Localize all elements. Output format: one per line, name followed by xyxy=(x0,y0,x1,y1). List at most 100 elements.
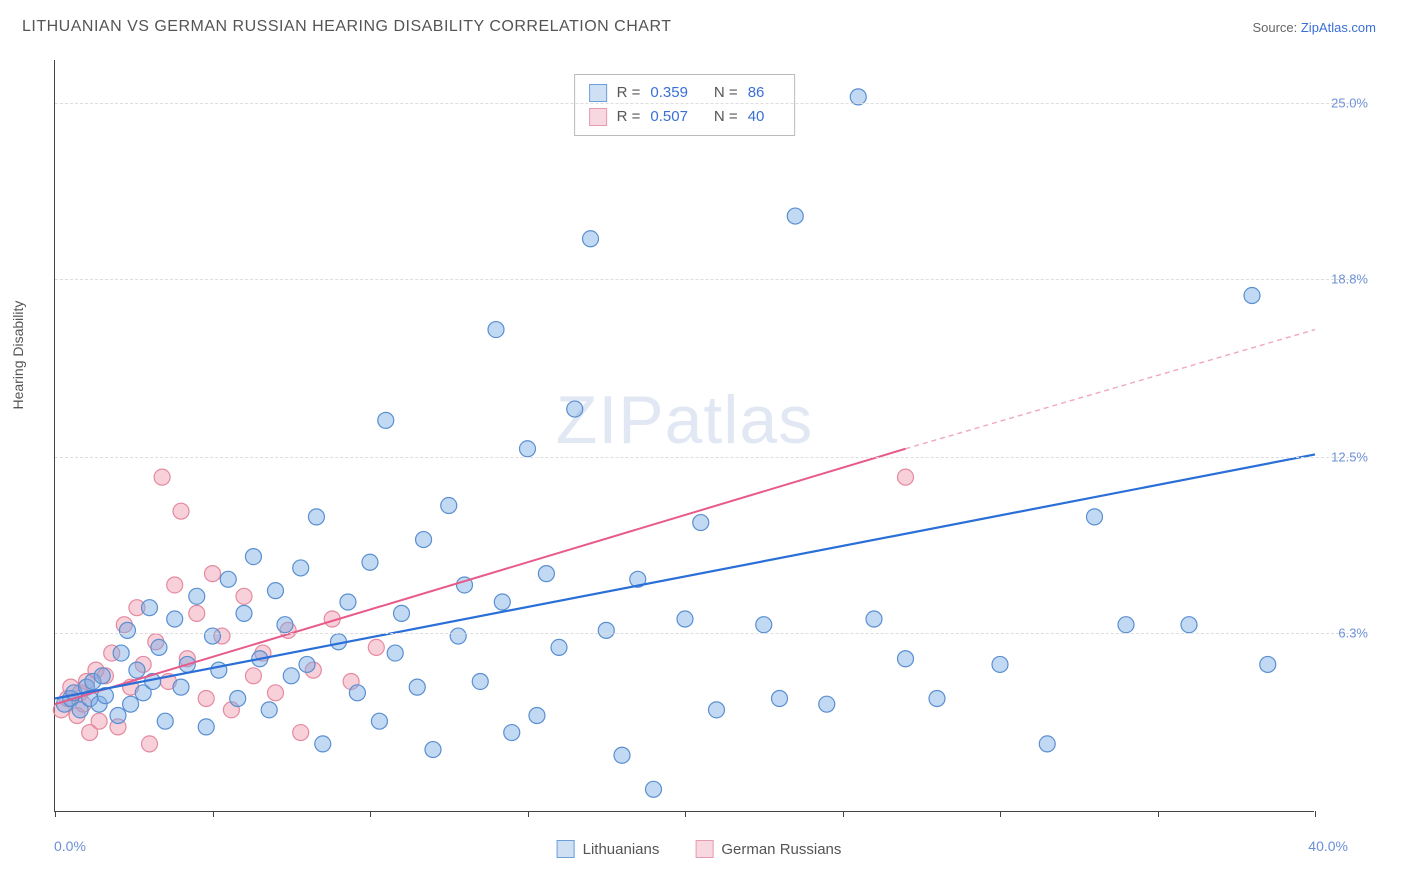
scatter-point xyxy=(315,736,331,752)
scatter-point xyxy=(167,577,183,593)
x-min-label: 0.0% xyxy=(54,838,86,854)
gridline-h xyxy=(55,103,1354,104)
scatter-point xyxy=(567,401,583,417)
scatter-point xyxy=(236,605,252,621)
scatter-point xyxy=(819,696,835,712)
gridline-h xyxy=(55,279,1354,280)
scatter-point xyxy=(349,685,365,701)
scatter-point xyxy=(772,690,788,706)
scatter-point xyxy=(220,571,236,587)
scatter-point xyxy=(157,713,173,729)
legend-item-series1: Lithuanians xyxy=(557,840,660,858)
scatter-point xyxy=(113,645,129,661)
gridline-h xyxy=(55,633,1354,634)
scatter-point xyxy=(529,708,545,724)
scatter-point xyxy=(245,668,261,684)
x-tick xyxy=(843,811,844,817)
scatter-point xyxy=(409,679,425,695)
scatter-point xyxy=(504,725,520,741)
scatter-point xyxy=(472,673,488,689)
scatter-point xyxy=(189,588,205,604)
scatter-point xyxy=(1087,509,1103,525)
x-tick xyxy=(55,811,56,817)
scatter-point xyxy=(173,679,189,695)
y-tick-label: 25.0% xyxy=(1331,95,1368,110)
scatter-point xyxy=(1039,736,1055,752)
scatter-point xyxy=(898,469,914,485)
scatter-point xyxy=(340,594,356,610)
scatter-point xyxy=(756,617,772,633)
scatter-point xyxy=(394,605,410,621)
scatter-point xyxy=(1244,288,1260,304)
y-axis-label: Hearing Disability xyxy=(10,301,26,410)
scatter-point xyxy=(198,719,214,735)
scatter-point xyxy=(441,498,457,514)
source-link[interactable]: ZipAtlas.com xyxy=(1301,20,1376,35)
scatter-point xyxy=(646,781,662,797)
x-tick xyxy=(528,811,529,817)
scatter-point xyxy=(371,713,387,729)
gridline-h xyxy=(55,457,1354,458)
scatter-point xyxy=(277,617,293,633)
scatter-point xyxy=(378,412,394,428)
swatch-series1 xyxy=(557,840,575,858)
scatter-point xyxy=(929,690,945,706)
scatter-point xyxy=(538,566,554,582)
scatter-point xyxy=(387,645,403,661)
y-tick-label: 6.3% xyxy=(1338,626,1368,641)
bottom-legend: Lithuanians German Russians xyxy=(557,840,842,858)
chart-area: Hearing Disability ZIPatlas R = 0.359 N … xyxy=(22,50,1376,862)
x-tick xyxy=(685,811,686,817)
scatter-point xyxy=(245,549,261,565)
scatter-point xyxy=(142,600,158,616)
scatter-point xyxy=(992,656,1008,672)
scatter-point xyxy=(551,639,567,655)
trend-line xyxy=(906,330,1316,449)
scatter-point xyxy=(205,566,221,582)
scatter-point xyxy=(154,469,170,485)
scatter-point xyxy=(236,588,252,604)
scatter-point xyxy=(94,668,110,684)
scatter-point xyxy=(167,611,183,627)
scatter-point xyxy=(268,685,284,701)
header: LITHUANIAN VS GERMAN RUSSIAN HEARING DIS… xyxy=(0,0,1406,46)
x-tick xyxy=(1158,811,1159,817)
x-tick xyxy=(1000,811,1001,817)
scatter-point xyxy=(123,696,139,712)
scatter-point xyxy=(129,662,145,678)
scatter-point xyxy=(677,611,693,627)
y-tick-label: 18.8% xyxy=(1331,271,1368,286)
scatter-point xyxy=(583,231,599,247)
scatter-point xyxy=(205,628,221,644)
scatter-point xyxy=(261,702,277,718)
scatter-point xyxy=(268,583,284,599)
scatter-point xyxy=(198,690,214,706)
scatter-point xyxy=(230,690,246,706)
x-tick xyxy=(213,811,214,817)
scatter-point xyxy=(110,708,126,724)
scatter-point xyxy=(866,611,882,627)
trend-line xyxy=(55,449,906,704)
source-credit: Source: ZipAtlas.com xyxy=(1252,20,1376,35)
scatter-point xyxy=(520,441,536,457)
trend-line xyxy=(55,454,1315,698)
scatter-point xyxy=(598,622,614,638)
legend-item-series2: German Russians xyxy=(695,840,841,858)
plot-svg xyxy=(55,60,1314,811)
scatter-point xyxy=(91,713,107,729)
scatter-point xyxy=(709,702,725,718)
x-tick xyxy=(370,811,371,817)
scatter-point xyxy=(308,509,324,525)
swatch-series2 xyxy=(695,840,713,858)
scatter-point xyxy=(142,736,158,752)
scatter-point xyxy=(362,554,378,570)
scatter-point xyxy=(1118,617,1134,633)
scatter-point xyxy=(119,622,135,638)
x-max-label: 40.0% xyxy=(1308,838,1348,854)
scatter-point xyxy=(173,503,189,519)
scatter-point xyxy=(283,668,299,684)
scatter-point xyxy=(614,747,630,763)
scatter-point xyxy=(488,322,504,338)
scatter-point xyxy=(693,515,709,531)
scatter-point xyxy=(416,532,432,548)
